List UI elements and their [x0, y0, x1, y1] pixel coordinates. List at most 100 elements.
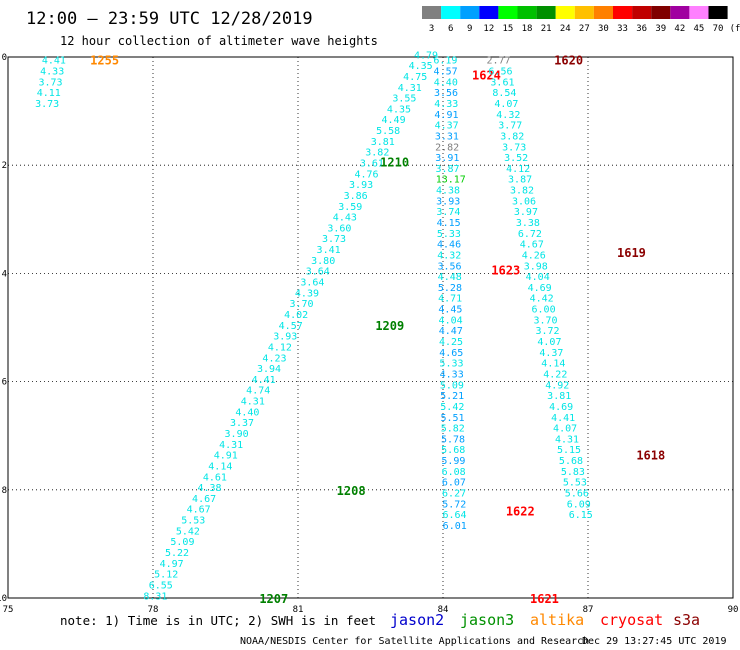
colorbar-label: 3: [429, 24, 434, 34]
swh-value: 8.54: [492, 88, 516, 99]
swh-value: 4.26: [522, 250, 546, 261]
swh-value: 3.60: [327, 223, 351, 234]
swh-value: 3.64: [306, 267, 330, 278]
colorbar-swatch: [422, 6, 442, 19]
swh-value: 5.22: [165, 548, 189, 559]
pass-time-label: 1624: [472, 68, 501, 82]
swh-value: 3.55: [392, 94, 416, 105]
swh-value: 5.72: [442, 499, 466, 510]
colorbar-swatch: [593, 6, 613, 19]
swh-value: 4.11: [37, 88, 61, 99]
swh-value: 4.38: [197, 483, 221, 494]
swh-value: 3.64: [300, 278, 324, 289]
swh-value: 3.56: [434, 88, 458, 99]
swh-value: 4.32: [496, 110, 520, 121]
y-tick-label: -6: [0, 378, 7, 388]
colorbar-label: 12: [483, 24, 494, 34]
colorbar-label: 42: [674, 24, 685, 34]
swh-value: 3.98: [524, 261, 548, 272]
swh-value: 4.25: [439, 337, 463, 348]
colorbar-swatch: [517, 6, 537, 19]
swh-value: 4.07: [494, 99, 518, 110]
swh-value: 3.73: [322, 234, 346, 245]
colorbar-swatch: [574, 6, 594, 19]
swh-value: 4.57: [434, 67, 458, 78]
colorbar-swatch: [689, 6, 709, 19]
note-text: note: 1) Time is in UTC; 2) SWH is in fe…: [60, 613, 376, 628]
swh-value: 3.94: [257, 364, 281, 375]
swh-value: 4.49: [382, 115, 406, 126]
swh-value: 3.91: [435, 153, 459, 164]
swh-value: 5.53: [563, 478, 587, 489]
swh-value: 5.99: [441, 456, 465, 467]
pass-time-label: 1208: [337, 484, 366, 498]
swh-value: 2.82: [435, 142, 459, 153]
swh-value: 4.41: [252, 375, 276, 386]
swh-value: 6.01: [443, 521, 467, 532]
swh-value: 4.31: [555, 434, 579, 445]
swh-value: 4.38: [436, 186, 460, 197]
footer-credit: NOAA/NESDIS Center for Satellite Applica…: [240, 636, 589, 647]
pass-time-label: 1621: [530, 592, 559, 606]
swh-value: 4.69: [549, 402, 573, 413]
swh-value: 5.42: [176, 526, 200, 537]
swh-value: 3.38: [516, 218, 540, 229]
pass-time-label: 1620: [554, 54, 583, 68]
swh-value: 3.81: [371, 137, 395, 148]
swh-value: 5.83: [561, 467, 585, 478]
swh-value: 6.27: [442, 489, 466, 500]
swh-value: 4.71: [438, 294, 462, 305]
swh-value: 4.33: [40, 67, 64, 78]
swh-value: 5.42: [440, 402, 464, 413]
swh-value: 4.42: [530, 294, 554, 305]
swh-value: 4.31: [241, 397, 265, 408]
swh-value: 4.37: [539, 348, 563, 359]
pass-time-label: 1623: [491, 264, 520, 278]
colorbar-swatch: [555, 6, 575, 19]
swh-value: 4.97: [160, 559, 184, 570]
swh-value: 5.12: [154, 570, 178, 581]
colorbar-swatch: [651, 6, 671, 19]
swh-value: 3.31: [435, 131, 459, 142]
pass-time-label: 1618: [636, 449, 665, 463]
swh-value: 4.37: [435, 121, 459, 132]
swh-value: 8.31: [143, 591, 167, 602]
swh-value: 4.12: [268, 342, 292, 353]
swh-value: 4.61: [203, 472, 227, 483]
swh-value: 6.19: [433, 56, 457, 67]
swh-value: 4.79: [414, 50, 438, 61]
swh-value: 4.74: [246, 386, 270, 397]
footer-timestamp: Dec 29 13:27:45 UTC 2019: [582, 636, 727, 647]
colorbar-label: 21: [541, 24, 552, 34]
swh-value: 3.87: [508, 175, 532, 186]
swh-value: 4.33: [440, 369, 464, 380]
swh-value: 5.66: [565, 489, 589, 500]
swh-value: 4.14: [208, 461, 232, 472]
swh-value: 3.74: [436, 207, 460, 218]
y-tick-label: -10: [0, 594, 7, 604]
swh-value: 3.86: [344, 191, 368, 202]
colorbar-label: 9: [467, 24, 472, 34]
swh-value: 13.17: [436, 175, 466, 186]
swh-value: 3.87: [436, 164, 460, 175]
x-tick-label: 90: [728, 605, 739, 615]
colorbar-label: 45: [694, 24, 705, 34]
colorbar-label: 27: [579, 24, 590, 34]
satellite-legend-item: jason3: [460, 611, 514, 629]
swh-value: 4.69: [528, 283, 552, 294]
swh-value: 3.80: [311, 256, 335, 267]
satellite-legend-item: altika: [530, 611, 584, 629]
swh-value: 3.61: [360, 158, 384, 169]
swh-value: 6.55: [149, 580, 173, 591]
swh-value: 3.52: [504, 153, 528, 164]
swh-value: 4.14: [541, 359, 565, 370]
swh-value: 6.56: [488, 67, 512, 78]
swh-value: 3.81: [547, 391, 571, 402]
colorbar-label: 18: [522, 24, 533, 34]
swh-value: 4.40: [434, 77, 458, 88]
colorbar-label: 15: [503, 24, 514, 34]
y-tick-label: -4: [0, 269, 7, 279]
swh-value: 5.53: [181, 516, 205, 527]
